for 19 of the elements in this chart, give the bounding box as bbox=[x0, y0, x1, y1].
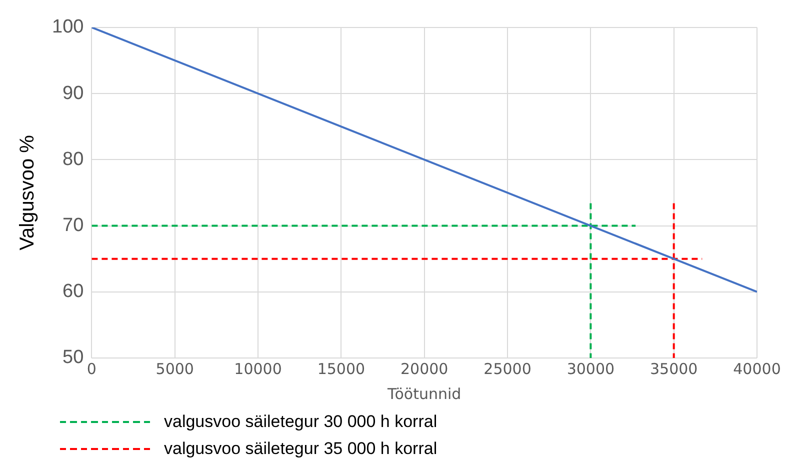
x-tick-label: 15000 bbox=[317, 360, 366, 378]
y-tick-label: 60 bbox=[62, 281, 84, 302]
x-tick-label: 35000 bbox=[650, 360, 698, 378]
x-tick-label: 40000 bbox=[733, 360, 781, 378]
y-tick-label: 90 bbox=[62, 82, 84, 104]
y-tick-label: 80 bbox=[62, 148, 84, 170]
y-axis-title: Valgusvoo % bbox=[16, 134, 39, 250]
y-tick-label: 100 bbox=[52, 16, 84, 38]
x-tick-label: 30000 bbox=[566, 360, 615, 378]
x-axis-title: Töötunnid bbox=[386, 384, 462, 403]
x-tick-label: 20000 bbox=[400, 360, 448, 378]
x-tick-label: 5000 bbox=[156, 360, 194, 378]
x-tick-label: 0 bbox=[86, 360, 96, 378]
legend-label: valgusvoo säiletegur 30 000 h korral bbox=[164, 412, 438, 432]
x-tick-label: 10000 bbox=[234, 360, 282, 378]
x-tick-label: 25000 bbox=[484, 360, 532, 378]
y-tick-label: 70 bbox=[62, 214, 84, 236]
legend-label: valgusvoo säiletegur 35 000 h korral bbox=[164, 438, 438, 458]
y-tick-label: 50 bbox=[62, 347, 84, 368]
